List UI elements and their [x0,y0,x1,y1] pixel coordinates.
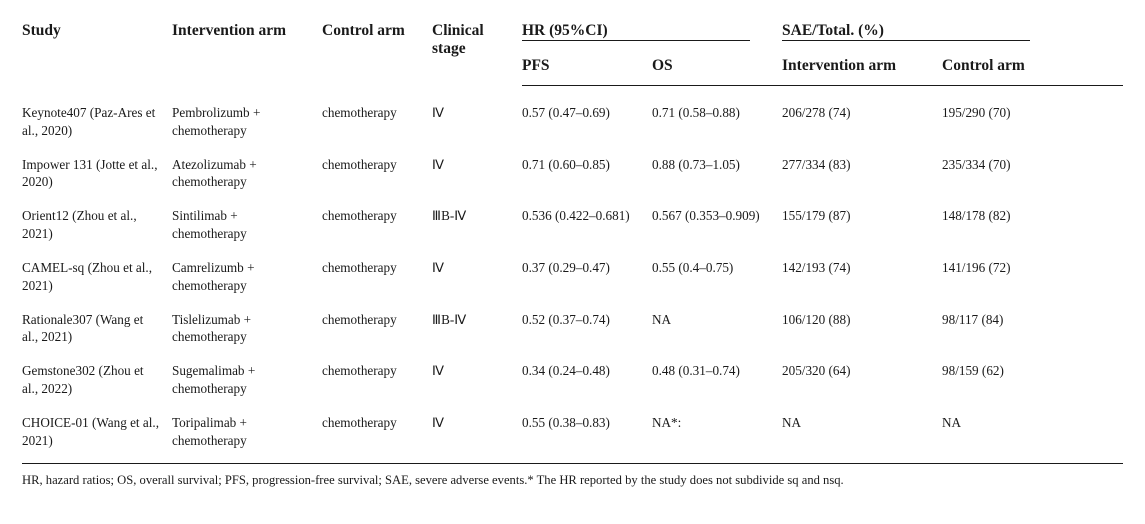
cell-sae_ctrl: 98/159 (62) [942,354,1062,406]
cell-sae_ctrl: 148/178 (82) [942,199,1062,251]
cell-intervention: Tislelizumab + chemotherapy [172,303,322,355]
cell-sae_int: 205/320 (64) [782,354,942,406]
cell-os: 0.567 (0.353–0.909) [652,199,782,251]
cell-study: Impower 131 (Jotte et al., 2020) [22,148,172,200]
cell-control: chemotherapy [322,354,432,406]
table-row: Rationale307 (Wang et al., 2021)Tisleliz… [22,303,1123,355]
cell-control: chemotherapy [322,251,432,303]
cell-sae_int: 106/120 (88) [782,303,942,355]
cell-os: 0.55 (0.4–0.75) [652,251,782,303]
cell-os: 0.88 (0.73–1.05) [652,148,782,200]
cell-sae_ctrl: 195/290 (70) [942,86,1062,148]
cell-stage: Ⅳ [432,86,522,148]
cell-study: Gemstone302 (Zhou et al., 2022) [22,354,172,406]
col-stage: Clinical stage [432,18,522,86]
clinical-trials-table: Study Intervention arm Control arm Clini… [22,18,1123,463]
cell-control: chemotherapy [322,303,432,355]
col-os: OS [652,47,782,85]
cell-stage: Ⅳ [432,354,522,406]
col-study: Study [22,18,172,86]
cell-study: Keynote407 (Paz-Ares et al., 2020) [22,86,172,148]
table-body: Keynote407 (Paz-Ares et al., 2020)Pembro… [22,86,1123,463]
cell-control: chemotherapy [322,86,432,148]
cell-sae_int: 155/179 (87) [782,199,942,251]
cell-os: NA*: [652,406,782,464]
cell-sae_ctrl: 235/334 (70) [942,148,1062,200]
cell-stage: ⅢB-Ⅳ [432,303,522,355]
table-row: Impower 131 (Jotte et al., 2020)Atezoliz… [22,148,1123,200]
table-row: Orient12 (Zhou et al., 2021)Sintilimab +… [22,199,1123,251]
cell-pfs: 0.71 (0.60–0.85) [522,148,652,200]
cell-intervention: Sintilimab + chemotherapy [172,199,322,251]
cell-study: CAMEL-sq (Zhou et al., 2021) [22,251,172,303]
col-sae-group: SAE/Total. (%) [782,18,1062,47]
cell-stage: ⅢB-Ⅳ [432,199,522,251]
cell-study: Orient12 (Zhou et al., 2021) [22,199,172,251]
cell-control: chemotherapy [322,148,432,200]
cell-intervention: Atezolizumab + chemotherapy [172,148,322,200]
table-row: CAMEL-sq (Zhou et al., 2021)Camrelizumb … [22,251,1123,303]
col-intervention: Intervention arm [172,18,322,86]
col-pfs: PFS [522,47,652,85]
cell-pfs: 0.52 (0.37–0.74) [522,303,652,355]
cell-stage: Ⅳ [432,148,522,200]
cell-pfs: 0.536 (0.422–0.681) [522,199,652,251]
cell-sae_int: 206/278 (74) [782,86,942,148]
col-sae-label: SAE/Total. (%) [782,22,884,39]
cell-pfs: 0.37 (0.29–0.47) [522,251,652,303]
cell-sae_int: NA [782,406,942,464]
col-sae-ctrl: Control arm [942,47,1062,85]
col-hr-label: HR (95%CI) [522,22,608,39]
cell-sae_ctrl: NA [942,406,1062,464]
cell-sae_ctrl: 141/196 (72) [942,251,1062,303]
cell-intervention: Sugemalimab + chemotherapy [172,354,322,406]
cell-pfs: 0.57 (0.47–0.69) [522,86,652,148]
cell-intervention: Pembrolizumb + chemotherapy [172,86,322,148]
cell-sae_ctrl: 98/117 (84) [942,303,1062,355]
cell-study: CHOICE-01 (Wang et al., 2021) [22,406,172,464]
col-sae-int: Intervention arm [782,47,942,85]
cell-stage: Ⅳ [432,251,522,303]
col-hr-group: HR (95%CI) [522,18,782,47]
table-row: Gemstone302 (Zhou et al., 2022)Sugemalim… [22,354,1123,406]
cell-os: 0.71 (0.58–0.88) [652,86,782,148]
cell-stage: Ⅳ [432,406,522,464]
cell-intervention: Camrelizumb + chemotherapy [172,251,322,303]
cell-intervention: Toripalimab + chemotherapy [172,406,322,464]
cell-sae_int: 277/334 (83) [782,148,942,200]
cell-pfs: 0.34 (0.24–0.48) [522,354,652,406]
cell-control: chemotherapy [322,406,432,464]
table-row: Keynote407 (Paz-Ares et al., 2020)Pembro… [22,86,1123,148]
table-footnote: HR, hazard ratios; OS, overall survival;… [22,463,1123,489]
cell-study: Rationale307 (Wang et al., 2021) [22,303,172,355]
cell-sae_int: 142/193 (74) [782,251,942,303]
cell-os: 0.48 (0.31–0.74) [652,354,782,406]
col-control: Control arm [322,18,432,86]
cell-pfs: 0.55 (0.38–0.83) [522,406,652,464]
cell-control: chemotherapy [322,199,432,251]
cell-os: NA [652,303,782,355]
table-row: CHOICE-01 (Wang et al., 2021)Toripalimab… [22,406,1123,464]
